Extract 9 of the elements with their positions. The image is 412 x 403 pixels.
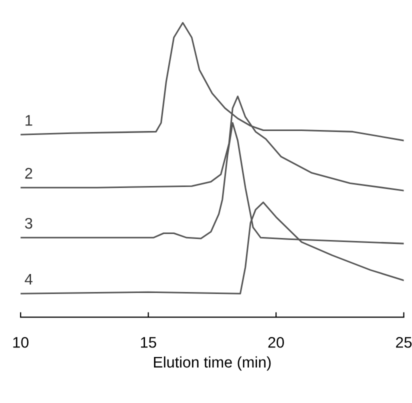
series-label: 3: [25, 218, 32, 229]
x-tick-label: 10: [13, 336, 28, 348]
x-tick-label: 25: [396, 336, 412, 348]
series-label: 2: [25, 168, 32, 179]
x-tick-label: 15: [140, 337, 156, 348]
series-label: 4: [24, 274, 32, 285]
series-label: 1: [26, 115, 32, 126]
x-axis-title: Elution time (min): [154, 356, 271, 371]
x-tick-label: 20: [268, 336, 284, 348]
